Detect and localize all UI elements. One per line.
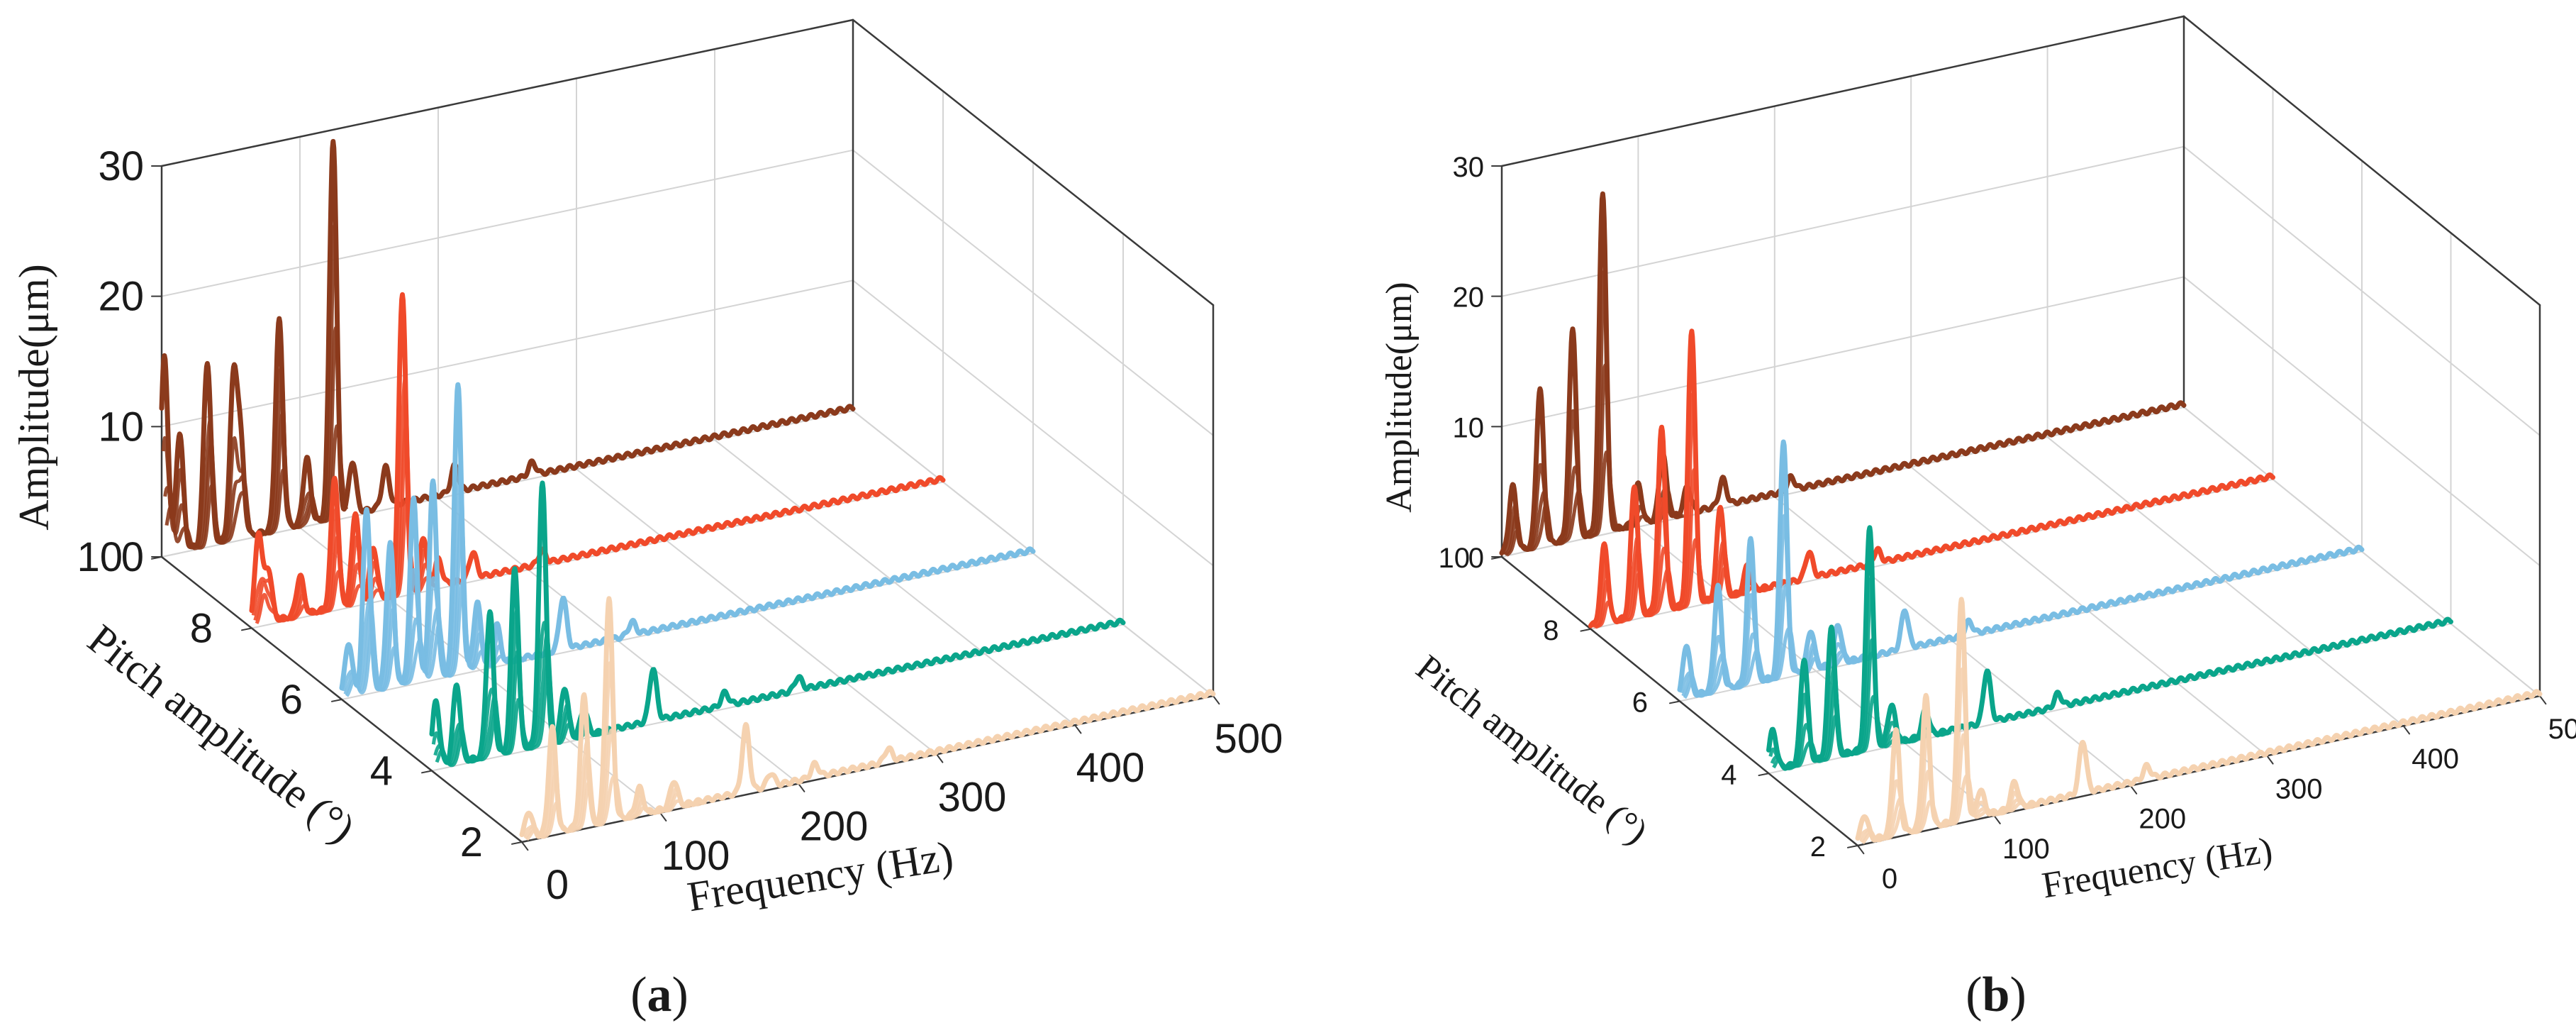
x-tick-mark (2539, 695, 2547, 705)
x-tick-mark (521, 841, 529, 851)
y-tick-label: 2 (1810, 831, 1826, 863)
box-top-side-edge (2182, 15, 2541, 306)
z-tick-label: 30 (98, 143, 144, 189)
x-tick-label: 0 (1882, 863, 1897, 895)
x-axis-label: Frequency (Hz) (2039, 830, 2275, 907)
series-line (519, 596, 1216, 839)
box-top-back-edge (160, 18, 854, 167)
y-tick-mark (241, 627, 252, 631)
back-wall-grid-z (1501, 276, 2185, 428)
panel-label-letter: a (647, 968, 672, 1022)
x-tick-mark (936, 753, 944, 763)
z-tick-label: 30 (1453, 152, 1485, 183)
x-tick-mark (798, 782, 805, 792)
side-wall-grid-z (852, 279, 1214, 567)
series-6deg (339, 382, 1036, 697)
x-tick-mark (2266, 755, 2274, 765)
back-wall-grid-z (1501, 145, 2185, 297)
series-run-trace (161, 223, 345, 550)
y-tick-mark (1847, 845, 1858, 848)
x-tick-label: 100 (2002, 834, 2050, 865)
panel-label: (a) (630, 968, 688, 1022)
y-tick-label: 10 (1439, 543, 1471, 574)
side-wall-grid-z (2183, 276, 2541, 567)
series-8deg (1588, 328, 2275, 629)
x-tick-label: 200 (800, 804, 869, 850)
z-axis-label: Amplitude(μm) (1379, 282, 1420, 512)
z-tick-label: 20 (98, 274, 144, 320)
y-tick-mark (331, 699, 342, 702)
y-tick-mark (1758, 773, 1770, 777)
x-tick-label: 300 (2275, 773, 2323, 804)
series-2deg (519, 596, 1216, 841)
y-tick-label: 4 (370, 748, 393, 795)
box-top-side-edge (852, 18, 1215, 306)
series-run-trace (165, 424, 348, 550)
x-tick-mark (1993, 814, 2001, 824)
x-tick-mark (1074, 724, 1082, 734)
y-tick-label: 8 (190, 606, 213, 652)
series-run-trace (1861, 773, 2041, 845)
x-tick-mark (2129, 785, 2138, 795)
y-tick-label: 6 (1632, 687, 1648, 719)
series-line (249, 292, 946, 623)
y-tick-mark (421, 770, 433, 774)
panel-label-letter: b (1983, 968, 2010, 1022)
series-2deg (1855, 597, 2543, 845)
y-tick-label: 8 (1543, 615, 1559, 646)
z-axis-label: Amplitude(μm) (11, 264, 57, 530)
y-axis-label: Pitch amplitude (°) (79, 615, 364, 852)
x-tick-mark (2402, 725, 2410, 735)
y-tick-mark (1669, 700, 1680, 704)
x-tick-label: 500 (1215, 716, 1283, 762)
series-run-trace (525, 775, 708, 841)
series-10deg (159, 138, 856, 550)
z-tick-label: 20 (1453, 282, 1485, 314)
series-8deg (249, 292, 946, 624)
y-tick-label: 4 (1721, 759, 1736, 790)
side-wall-grid-z (852, 149, 1214, 436)
series-4deg (429, 480, 1126, 768)
x-tick-label: 200 (2139, 804, 2186, 835)
y-tick-label: 2 (460, 819, 483, 865)
series-run-trace (345, 581, 528, 697)
series-run-trace (522, 661, 705, 838)
x-tick-mark (1857, 845, 1865, 855)
side-wall-grid-z (2183, 145, 2541, 436)
y-tick-label: 6 (280, 677, 303, 723)
z-tick-label: 10 (1453, 412, 1485, 443)
z-tick-label: 0 (1468, 543, 1484, 574)
box-top-back-edge (1500, 15, 2185, 167)
series-line (159, 138, 856, 549)
x-tick-label: 0 (546, 862, 569, 908)
series-run-trace (255, 497, 437, 624)
x-tick-label: 400 (1076, 745, 1145, 791)
back-wall-grid-z (161, 279, 854, 428)
y-tick-mark (511, 841, 523, 845)
back-wall-grid-z (161, 149, 854, 297)
x-tick-label: 300 (938, 774, 1007, 820)
series-10deg (1499, 191, 2187, 557)
x-tick-label: 400 (2411, 743, 2459, 775)
series-run-trace (1505, 450, 1685, 557)
x-tick-mark (659, 812, 667, 821)
y-tick-label: 10 (77, 534, 123, 580)
y-tick-mark (1580, 628, 1592, 632)
z-tick-label: 0 (121, 534, 144, 580)
x-tick-mark (1212, 695, 1220, 705)
z-tick-label: 10 (98, 404, 144, 450)
panel-label: (b) (1966, 968, 2026, 1022)
series-run-trace (1858, 667, 2038, 842)
series-run-trace (1594, 538, 1775, 629)
series-run-trace (523, 729, 706, 840)
series-line (339, 382, 1036, 692)
x-tick-label: 500 (2548, 714, 2576, 745)
y-axis-label: Pitch amplitude (°) (1408, 648, 1654, 853)
x-tick-label: 100 (662, 833, 730, 879)
